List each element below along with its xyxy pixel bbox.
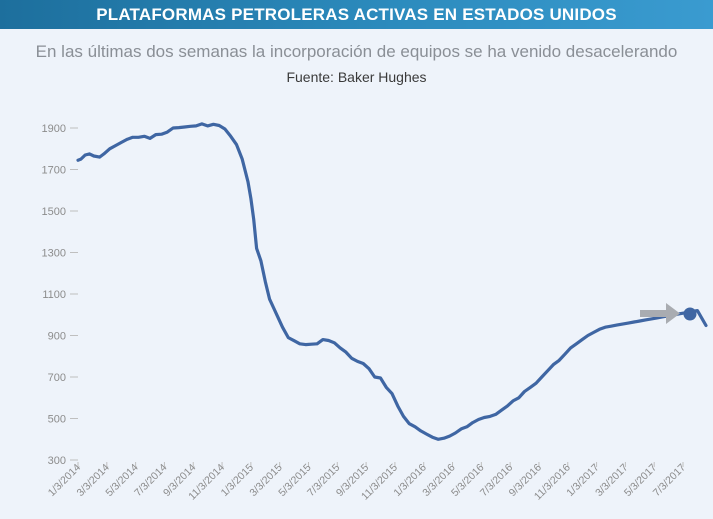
y-tick-label: 1900 [42, 123, 66, 135]
y-tick-label: 900 [48, 331, 66, 343]
latest-value-marker [683, 307, 697, 321]
chart-subtitle: En las últimas dos semanas la incorporac… [35, 42, 678, 61]
y-tick-label: 700 [48, 372, 66, 384]
y-tick-label: 1100 [42, 289, 66, 301]
arrow-head-icon [666, 303, 680, 324]
y-axis: 300 500 700 900 1100 1300 1500 1700 1900 [42, 123, 78, 467]
y-tick-label: 1700 [42, 165, 66, 177]
arrow-annotation [640, 303, 680, 324]
chart-title: PLATAFORMAS PETROLERAS ACTIVAS EN ESTADO… [96, 4, 617, 24]
x-axis: 1/3/20143/3/20145/3/20147/3/20149/3/2014… [46, 462, 688, 503]
y-tick-label: 300 [48, 455, 66, 467]
y-tick-label: 1500 [42, 206, 66, 218]
y-tick-label: 500 [48, 414, 66, 426]
arrow-shaft [640, 310, 668, 317]
chart-source: Fuente: Baker Hughes [286, 69, 427, 85]
x-tick-label: 7/3/2017 [651, 462, 688, 499]
y-tick-label: 1300 [42, 248, 66, 260]
series-line [76, 122, 708, 441]
chart-title-banner: PLATAFORMAS PETROLERAS ACTIVAS EN ESTADO… [0, 0, 713, 29]
